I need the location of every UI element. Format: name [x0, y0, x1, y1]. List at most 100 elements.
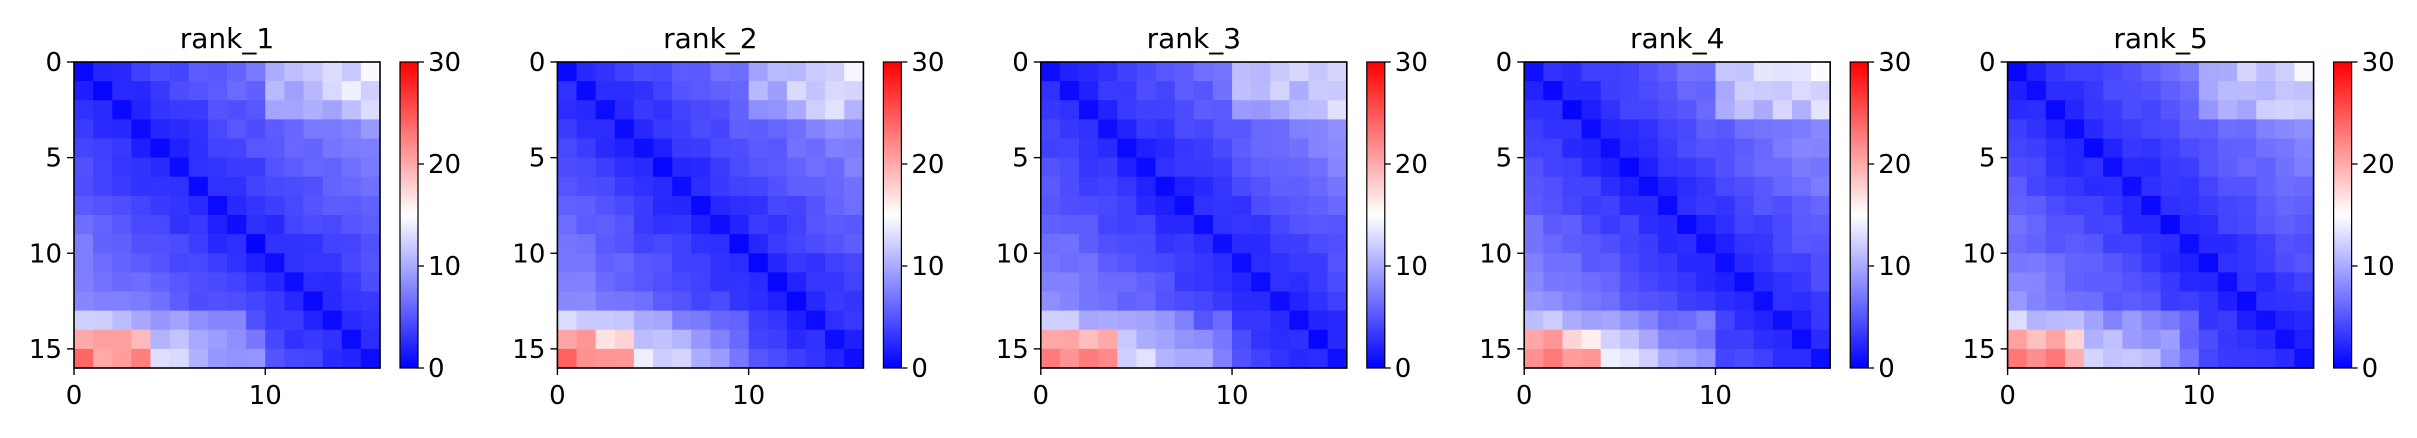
heatmap-cell [2122, 138, 2143, 159]
heatmap-cell [1155, 348, 1176, 369]
heatmap-cell [1232, 215, 1252, 235]
heatmap-cell [1638, 62, 1659, 82]
heatmap-cell [1543, 215, 1564, 235]
heatmap-cell [1098, 234, 1118, 254]
heatmap-cell [1327, 253, 1348, 273]
heatmap-cell [2007, 234, 2028, 254]
heatmap-cell [2084, 81, 2104, 101]
heatmap-cell [2179, 176, 2200, 197]
heatmap-cell [1136, 329, 1157, 350]
heatmap-cell [1098, 253, 1118, 273]
heatmap-cell [1638, 100, 1659, 120]
heatmap-cell [825, 138, 845, 159]
heatmap-cell [150, 234, 171, 254]
heatmap-cell [1696, 291, 1717, 312]
heatmap-cell [672, 329, 692, 350]
heatmap-cell [2122, 272, 2143, 293]
colorbar-tick-label: 10 [428, 252, 461, 282]
heatmap-cell [284, 215, 305, 235]
heatmap-cell [748, 138, 769, 159]
heatmap-cell [595, 291, 616, 312]
heatmap-cell [2256, 100, 2276, 120]
heatmap-cell [633, 157, 654, 178]
heatmap-cell [2275, 176, 2296, 197]
heatmap-cell [576, 291, 597, 312]
heatmap-cell [576, 310, 597, 331]
heatmap-cell [1581, 138, 1602, 159]
heatmap-cell [1524, 157, 1544, 178]
heatmap-cell [710, 215, 731, 235]
heatmap-cell [710, 62, 731, 82]
heatmap-cell [1155, 310, 1176, 331]
heatmap-cell [1772, 348, 1793, 369]
heatmap-cell [1308, 195, 1329, 216]
heatmap-cell [246, 81, 266, 101]
heatmap-cell [1251, 157, 1271, 178]
x-tick-label: 0 [1033, 381, 1050, 411]
heatmap-cell [74, 176, 94, 197]
heatmap-cell [1658, 138, 1678, 159]
heatmap-cell [1543, 348, 1564, 369]
heatmap-cell [1327, 62, 1348, 82]
heatmap-cell [150, 348, 171, 369]
heatmap-cell [131, 348, 152, 369]
heatmap-cell [341, 291, 362, 312]
heatmap-cell [1811, 291, 1831, 312]
heatmap-cell [2275, 119, 2296, 140]
heatmap-cell [576, 215, 597, 235]
heatmap-cell [303, 348, 324, 369]
heatmap-cell [1581, 272, 1602, 293]
heatmap-cell [691, 100, 711, 120]
heatmap-cell [1791, 119, 1812, 140]
heatmap-cell [653, 291, 673, 312]
heatmap-cell [150, 176, 171, 197]
heatmap-cell [1136, 253, 1157, 273]
heatmap-cell [1270, 176, 1291, 197]
heatmap-cell [1753, 348, 1774, 369]
heatmap-cell [2237, 138, 2257, 159]
heatmap-cell [169, 348, 190, 369]
heatmap-cell [1270, 100, 1291, 120]
heatmap-cell [844, 195, 864, 216]
heatmap-cell [729, 62, 750, 82]
heatmap-cell [1289, 253, 1310, 273]
heatmap-cell [2084, 291, 2104, 312]
heatmap-cell [1658, 253, 1678, 273]
heatmap-cell [1193, 195, 1214, 216]
heatmap-cell [2026, 119, 2047, 140]
heatmap-cell [1059, 234, 1080, 254]
heatmap-cell [1289, 291, 1310, 312]
heatmap-cell [576, 253, 597, 273]
heatmap-cell [2122, 348, 2143, 369]
heatmap-cell [844, 176, 864, 197]
heatmap-cell [576, 195, 597, 216]
heatmap-cell [576, 348, 597, 369]
colorbar-tick-label: 20 [428, 150, 461, 180]
heatmap-cell [2160, 195, 2181, 216]
x-tick-label: 0 [66, 381, 83, 411]
heatmap-cell [303, 215, 324, 235]
heatmap-cell [1232, 272, 1252, 293]
heatmap-cell [2064, 291, 2085, 312]
heatmap-cell [2064, 310, 2085, 331]
heatmap-cell [2026, 329, 2047, 350]
heatmap-cell [729, 329, 750, 350]
heatmap-cell [207, 62, 228, 82]
heatmap-cell [1040, 138, 1061, 159]
heatmap-cell [806, 215, 826, 235]
heatmap-cell [2275, 253, 2296, 273]
heatmap-cell [653, 157, 673, 178]
heatmap-cell [729, 348, 750, 369]
colorbar-tick-label: 20 [911, 150, 944, 180]
heatmap-cell [1327, 138, 1348, 159]
heatmap-cell [1155, 234, 1176, 254]
heatmap-cell [2275, 81, 2296, 101]
colorbar-tick-label: 10 [911, 252, 944, 282]
heatmap-cell [1772, 310, 1793, 331]
heatmap-cell [1251, 176, 1271, 197]
heatmap-cell [1040, 176, 1061, 197]
heatmap-cell [1117, 310, 1138, 331]
heatmap-cell [1232, 119, 1252, 140]
heatmap-cell [672, 119, 692, 140]
heatmap-cell [2217, 138, 2238, 159]
